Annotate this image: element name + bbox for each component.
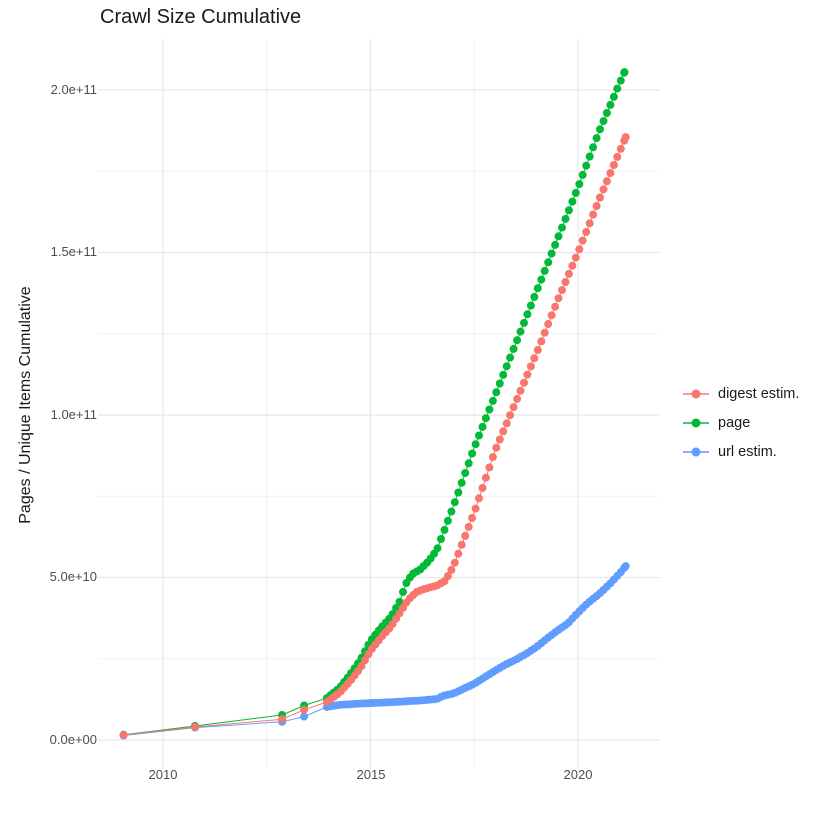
- legend-key-icon: [683, 447, 709, 456]
- y-tick-label: 5.0e+10: [49, 569, 97, 584]
- legend-label: url estim.: [718, 443, 777, 460]
- y-tick-label: 0.0e+00: [49, 732, 97, 747]
- y-tick-label: 2.0e+11: [50, 82, 97, 97]
- x-tick-label: 2015: [356, 767, 386, 782]
- legend-label: page: [718, 414, 751, 431]
- legend-item-page: page: [681, 408, 799, 437]
- legend-item-url-estim: url estim.: [681, 437, 799, 466]
- page-title: Crawl Size Cumulative: [100, 6, 302, 28]
- series-digest-estim: [119, 133, 630, 740]
- x-tick-label: 2010: [148, 767, 178, 782]
- legend-key-icon: [683, 389, 709, 398]
- y-tick-label: 1.5e+11: [50, 244, 97, 259]
- legend-item-digest-estim: digest estim.: [681, 379, 799, 408]
- y-axis-title: Pages / Unique Items Cumulative: [17, 286, 34, 524]
- y-tick-label: 1.0e+11: [50, 407, 97, 422]
- series-url-estim: [119, 562, 630, 740]
- legend-label: digest estim.: [718, 385, 800, 402]
- legend-key-icon: [683, 418, 709, 427]
- legend: digest estim. page url estim.: [681, 379, 799, 466]
- x-tick-label: 2020: [563, 767, 593, 782]
